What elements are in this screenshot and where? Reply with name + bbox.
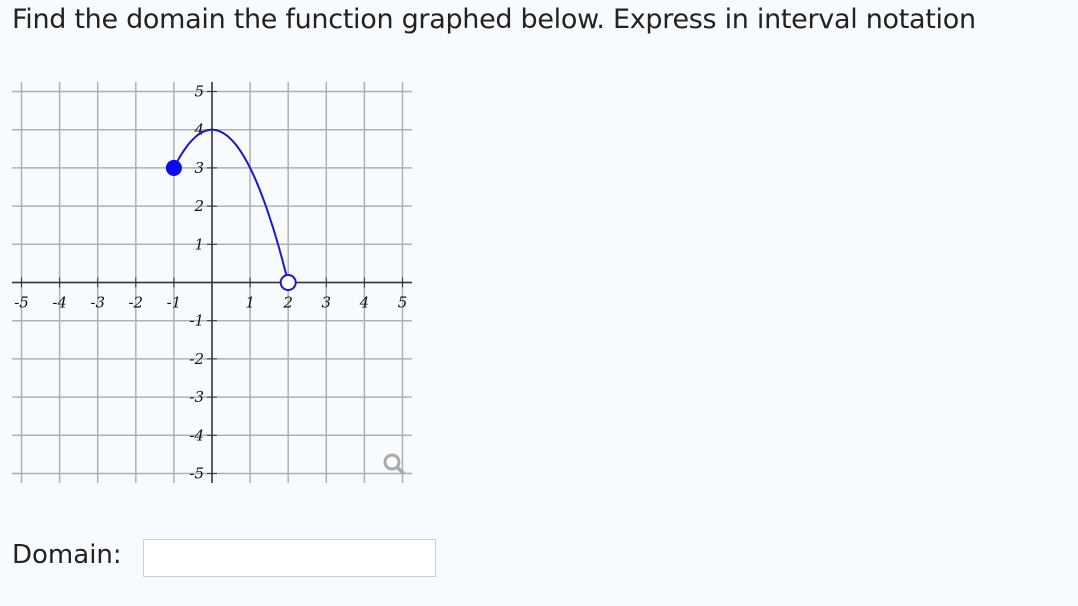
x-tick-label: -1 — [167, 294, 182, 312]
x-tick-label: 5 — [398, 294, 408, 312]
domain-input[interactable] — [143, 539, 436, 577]
y-tick-label: -2 — [189, 350, 204, 368]
tick-labels: -5 -4 -3 -2 -1 1 2 3 4 5 5 4 3 2 1 -1 -2 -3 -4 -5 — [14, 83, 407, 483]
x-tick-label: 4 — [359, 294, 370, 312]
x-tick-label: -2 — [128, 294, 143, 312]
y-tick-label: 5 — [194, 83, 204, 101]
y-tick-label: -1 — [189, 312, 204, 330]
domain-label: Domain: — [12, 540, 122, 570]
x-tick-label: 1 — [245, 294, 255, 312]
closed-endpoint — [165, 159, 182, 176]
x-tick-label: -3 — [90, 294, 105, 312]
function-curve — [173, 128, 290, 283]
function-graph: -5 -4 -3 -2 -1 1 2 3 4 5 5 4 3 2 1 -1 -2 -3 -4 -5 — [12, 82, 412, 483]
x-tick-label: -5 — [14, 294, 29, 312]
axes — [12, 82, 412, 483]
y-tick-label: 2 — [193, 197, 204, 215]
x-tick-label: -4 — [52, 294, 67, 312]
y-tick-label: 1 — [194, 235, 204, 253]
y-tick-label: 3 — [194, 159, 204, 177]
x-tick-label: 2 — [282, 294, 293, 312]
y-tick-label: -3 — [189, 388, 204, 406]
y-tick-label: -5 — [189, 464, 204, 482]
open-endpoint — [279, 274, 297, 291]
question-text: Find the domain the function graphed bel… — [12, 4, 976, 35]
y-tick-label: -4 — [189, 426, 204, 444]
magnifier-icon[interactable] — [383, 453, 406, 476]
x-tick-label: 3 — [322, 294, 332, 312]
y-tick-label: 4 — [193, 121, 204, 139]
